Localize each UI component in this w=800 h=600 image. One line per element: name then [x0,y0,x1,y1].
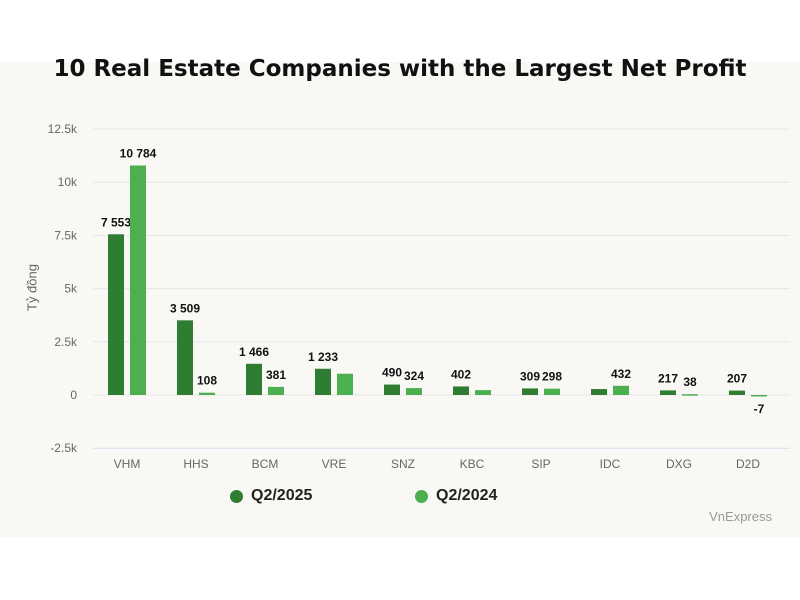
bar-q2-2024-vhm[interactable] [130,165,146,395]
legend-swatch [230,489,243,503]
x-tick-label: SNZ [391,457,415,471]
y-tick-label: 5k [64,282,78,296]
data-label: 432 [611,367,631,381]
x-tick-label: KBC [460,457,485,471]
data-label: 298 [542,370,562,384]
data-label: 402 [451,367,471,381]
data-label: 1 233 [308,350,338,364]
data-label: 207 [727,372,747,386]
data-label: 1 466 [239,345,269,359]
data-label: 217 [658,371,678,385]
y-tick-label: 0 [70,388,77,402]
bar-q2-2025-idc[interactable] [591,389,607,395]
legend-label: Q2/2025 [251,487,313,504]
data-label: 38 [683,375,697,389]
legend-swatch [415,489,428,503]
chart-title: 10 Real Estate Companies with the Larges… [53,56,747,82]
y-axis-label: Tỷ đồng [24,264,40,311]
data-label: 309 [520,369,540,383]
data-label: 108 [197,374,217,388]
bar-q2-2024-hhs[interactable] [199,392,215,395]
bar-q2-2025-dxg[interactable] [660,390,676,395]
y-tick-label: 10k [58,175,78,189]
bar-q2-2025-vhm[interactable] [108,234,124,395]
x-tick-label: IDC [600,457,621,471]
data-label: 490 [382,366,402,380]
legend-label: Q2/2024 [436,487,498,504]
bar-q2-2024-d2d[interactable] [751,395,767,397]
bar-q2-2025-bcm[interactable] [246,363,262,395]
x-tick-label: DXG [666,457,692,471]
x-tick-label: HHS [183,457,208,471]
bar-q2-2024-sip[interactable] [544,388,560,395]
source-credit: VnExpress [709,509,772,524]
y-tick-label: 2.5k [54,335,78,349]
data-label: 10 784 [120,147,157,161]
bar-q2-2025-d2d[interactable] [729,390,745,395]
bar-q2-2025-sip[interactable] [522,388,538,395]
bar-q2-2025-kbc[interactable] [453,386,469,395]
bar-q2-2024-vre[interactable] [337,373,353,395]
x-tick-label: D2D [736,457,760,471]
data-label: 381 [266,368,286,382]
bar-q2-2024-kbc[interactable] [475,390,491,395]
x-tick-label: SIP [531,457,550,471]
y-tick-label: -2.5k [50,441,78,455]
bar-q2-2024-idc[interactable] [613,385,629,395]
bar-q2-2025-snz[interactable] [384,384,400,395]
legend-item-q2-2024[interactable]: Q2/2024 [415,487,497,505]
data-label: -7 [754,402,765,416]
bar-q2-2025-hhs[interactable] [177,320,193,395]
bar-q2-2024-bcm[interactable] [268,386,284,395]
data-label: 324 [404,369,424,383]
legend-item-q2-2025[interactable]: Q2/2025 [230,487,312,505]
x-tick-label: VRE [322,457,347,471]
bar-q2-2025-vre[interactable] [315,368,331,395]
x-tick-label: BCM [252,457,279,471]
x-tick-label: VHM [114,457,141,471]
y-tick-label: 12.5k [48,122,78,136]
y-tick-label: 7.5k [54,228,78,242]
data-label: 7 553 [101,215,131,229]
data-label: 3 509 [170,301,200,315]
bar-q2-2024-snz[interactable] [406,388,422,395]
bar-q2-2024-dxg[interactable] [682,394,698,396]
